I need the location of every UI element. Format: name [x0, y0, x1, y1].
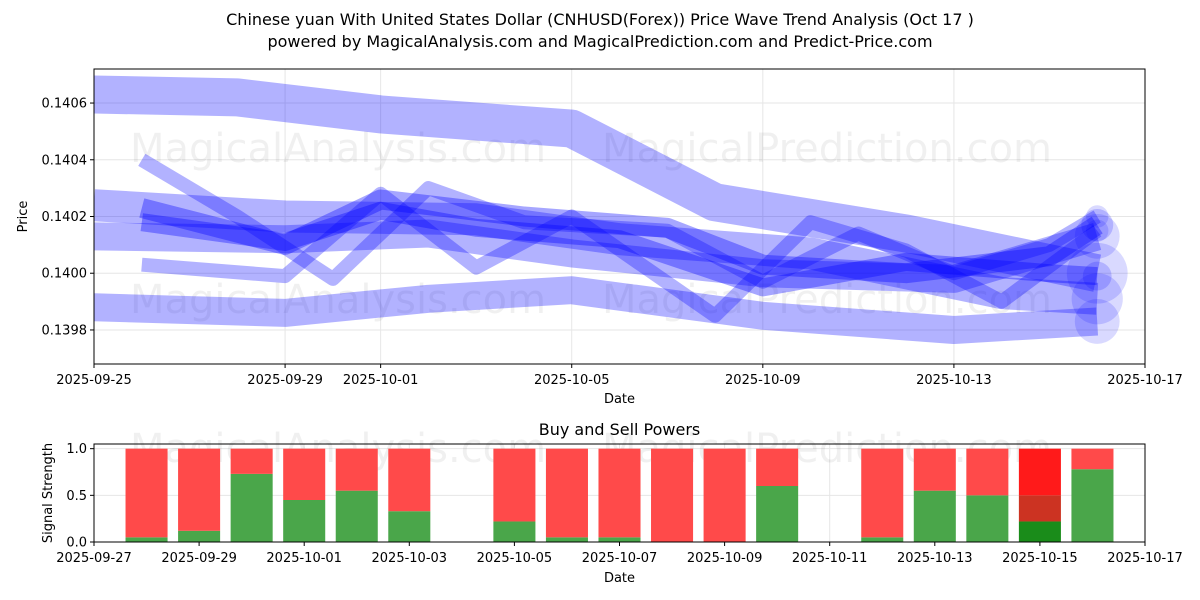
wave-end-marker	[1066, 242, 1128, 304]
sell-bar	[651, 448, 694, 542]
x-tick-label: 2025-10-13	[897, 551, 973, 566]
sell-bar	[966, 448, 1009, 496]
buy-bar	[335, 490, 378, 542]
y-tick-label: 0.0	[66, 536, 87, 551]
buy-bar	[178, 530, 221, 542]
y-tick-label: 0.1402	[42, 210, 88, 225]
y-tick-label: 0.1400	[42, 267, 88, 282]
x-tick-label: 2025-10-05	[534, 373, 610, 388]
buy-bar	[230, 473, 273, 542]
buy-bar	[913, 490, 956, 542]
x-tick-label: 2025-10-09	[687, 551, 763, 566]
y-tick-label: 0.1398	[42, 323, 88, 338]
buy-bar	[125, 537, 168, 542]
chart-subtitle: powered by MagicalAnalysis.com and Magic…	[267, 32, 933, 51]
buy-bar	[1071, 469, 1114, 542]
wave-end-marker	[1074, 299, 1120, 344]
y-tick-label: 1.0	[66, 442, 87, 457]
wave-end-marker	[1082, 261, 1112, 291]
x-axis-label: Date	[604, 571, 635, 586]
wave-line	[139, 189, 1103, 284]
buy-bar	[493, 521, 536, 542]
buy-bar	[598, 537, 641, 542]
y-axis-label: Signal Strength	[41, 443, 56, 543]
sell-bar	[283, 448, 326, 500]
y-tick-label: 0.1406	[42, 97, 88, 112]
wave-end-marker	[1086, 205, 1109, 228]
sell-bar	[756, 448, 799, 486]
x-tick-label: 2025-09-29	[247, 373, 323, 388]
wave-line	[140, 201, 1098, 297]
x-tick-label: 2025-09-29	[161, 551, 237, 566]
sell-bar	[125, 448, 168, 538]
x-tick-label: 2025-09-25	[56, 373, 132, 388]
sell-bar	[703, 448, 746, 542]
watermark: MagicalPrediction.com	[602, 126, 1052, 172]
wave-end-marker	[1074, 213, 1120, 259]
sell-bar	[913, 448, 956, 491]
buy-bar	[966, 495, 1009, 542]
signal-bars-group	[125, 448, 1114, 542]
top-axes: 2025-09-25 2025-09-29 2025-10-01 2025-10-05…	[16, 97, 1183, 407]
buy-bar	[756, 486, 799, 542]
sell-bar	[230, 448, 273, 474]
sell-bar	[335, 448, 378, 491]
x-axis-label: Date	[604, 392, 635, 407]
sell-bar	[1018, 448, 1061, 496]
buy-bar	[1018, 521, 1061, 542]
bottom-axes: 2025-09-27 2025-09-29 2025-10-01 2025-10-03…	[41, 420, 1183, 586]
x-tick-label: 2025-10-01	[343, 373, 419, 388]
sell-bar	[861, 448, 904, 538]
x-tick-label: 2025-10-15	[1002, 551, 1078, 566]
bottom-chart-title: Buy and Sell Powers	[539, 420, 701, 439]
buy-bar	[545, 537, 588, 542]
sell-bar	[388, 448, 431, 512]
wave-end-marker	[1081, 209, 1114, 242]
wave-line	[94, 219, 1102, 293]
sell-bar	[1071, 448, 1114, 470]
x-tick-label: 2025-10-05	[477, 551, 553, 566]
x-tick-label: 2025-10-09	[725, 373, 801, 388]
wave-line	[94, 189, 1099, 315]
wave-end-marker	[1086, 219, 1109, 242]
watermark: MagicalAnalysis.com	[130, 126, 546, 172]
sell-bar	[493, 448, 536, 522]
wave-line	[141, 186, 1102, 323]
y-tick-label: 0.5	[66, 489, 87, 504]
wave-end-marker	[1071, 273, 1123, 325]
watermark: MagicalPrediction.com	[602, 277, 1052, 323]
x-tick-label: 2025-10-03	[372, 551, 448, 566]
buy-bar	[283, 500, 326, 542]
sell-bar	[1018, 495, 1061, 522]
y-axis-label: Price	[16, 201, 31, 233]
x-tick-label: 2025-10-01	[266, 551, 342, 566]
wave-series-group	[94, 75, 1128, 344]
watermark-group: MagicalAnalysis.com MagicalPrediction.com…	[130, 126, 1052, 323]
x-tick-label: 2025-10-07	[582, 551, 658, 566]
x-tick-label: 2025-10-13	[916, 373, 992, 388]
wave-line	[94, 75, 1102, 292]
y-tick-label: 0.1404	[42, 153, 88, 168]
watermark: MagicalAnalysis.com	[130, 277, 546, 323]
chart-title: Chinese yuan With United States Dollar (…	[226, 10, 974, 29]
x-tick-label: 2025-09-27	[56, 551, 132, 566]
x-tick-label: 2025-10-17	[1107, 551, 1183, 566]
sell-bar	[598, 448, 641, 538]
x-tick-label: 2025-10-11	[792, 551, 868, 566]
buy-bar	[388, 511, 431, 542]
buy-bar	[861, 537, 904, 542]
wave-line	[138, 153, 1101, 289]
sell-bar	[178, 448, 221, 531]
x-tick-label: 2025-10-17	[1107, 373, 1183, 388]
sell-bar	[545, 448, 588, 538]
wave-line	[94, 276, 1099, 344]
